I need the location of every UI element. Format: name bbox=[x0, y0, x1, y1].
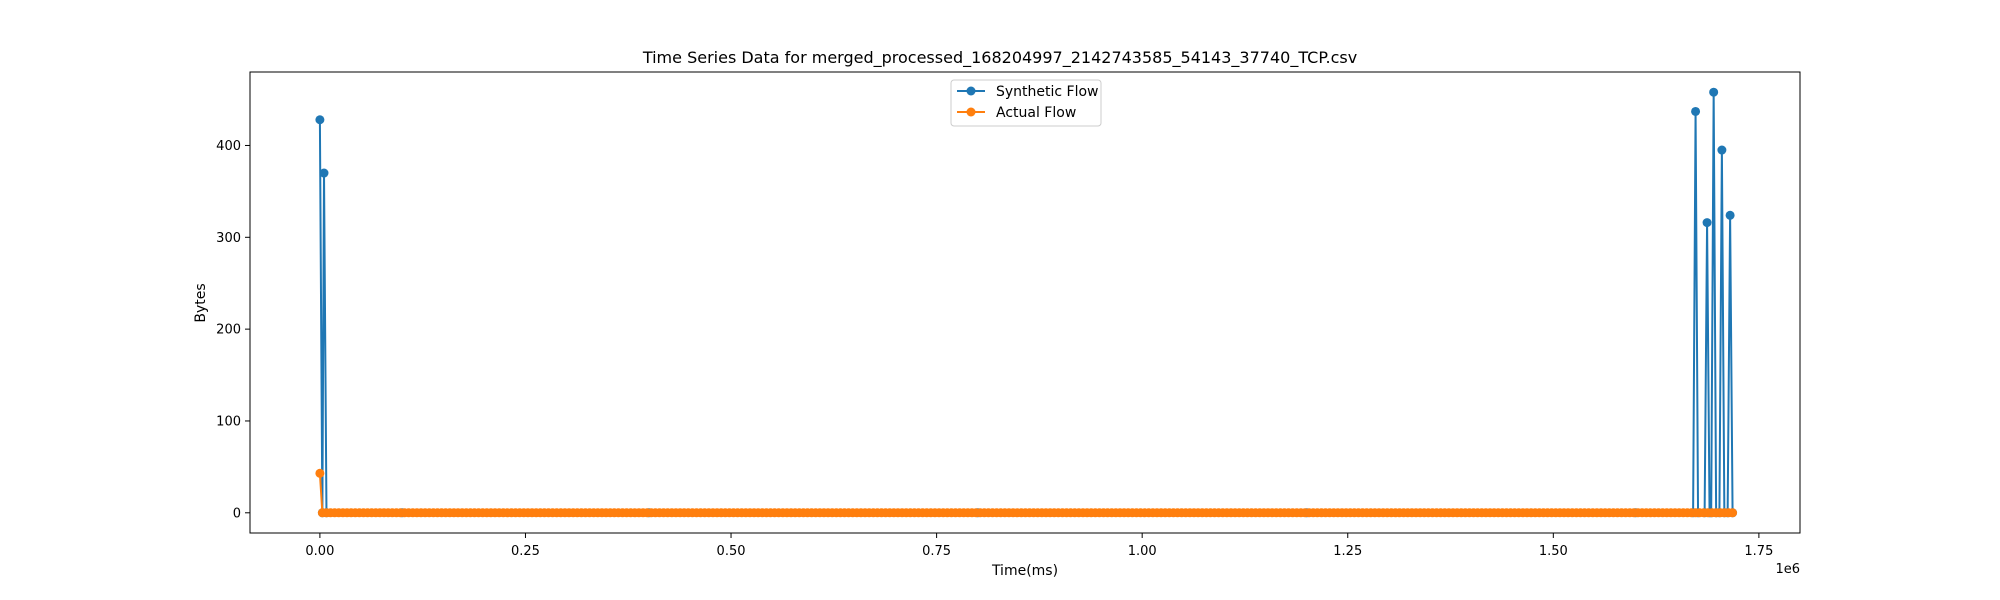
y-tick-label: 100 bbox=[216, 414, 241, 429]
legend-swatch-marker bbox=[966, 107, 976, 117]
data-point bbox=[1691, 106, 1701, 116]
data-point bbox=[1728, 508, 1738, 518]
legend-label: Actual Flow bbox=[996, 105, 1076, 121]
y-tick-label: 300 bbox=[216, 231, 241, 246]
y-tick-label: 400 bbox=[216, 139, 241, 154]
legend-box bbox=[950, 79, 1102, 127]
y-axis-label: Bytes bbox=[193, 283, 209, 322]
plot-area bbox=[249, 71, 1801, 534]
x-tick-label: 1.75 bbox=[1744, 544, 1773, 559]
series-actual-flow bbox=[315, 468, 1738, 518]
series-layer bbox=[315, 87, 1738, 518]
x-tick-label: 1.25 bbox=[1333, 544, 1362, 559]
legend-label: Synthetic Flow bbox=[996, 84, 1099, 100]
x-offset-label: 1e6 bbox=[1775, 562, 1800, 577]
y-tick-label: 0 bbox=[233, 506, 241, 521]
x-axis: 0.00 0.25 0.50 0.75 1.00 1.25 1.50 1.75 bbox=[305, 533, 1773, 559]
x-tick-label: 1.50 bbox=[1539, 544, 1568, 559]
data-point bbox=[319, 168, 329, 178]
data-point bbox=[1709, 87, 1719, 97]
legend: Synthetic Flow Actual Flow bbox=[950, 79, 1102, 127]
x-tick-label: 0.25 bbox=[511, 544, 540, 559]
axes-frame bbox=[249, 71, 1801, 534]
y-tick-label: 200 bbox=[216, 323, 241, 338]
y-axis: 0 100 200 300 400 bbox=[216, 139, 250, 521]
legend-swatch-marker bbox=[966, 86, 976, 96]
x-tick-label: 0.50 bbox=[717, 544, 746, 559]
x-axis-label: Time(ms) bbox=[991, 563, 1058, 579]
data-point bbox=[315, 468, 325, 478]
data-point bbox=[1725, 210, 1735, 220]
x-tick-label: 0.75 bbox=[922, 544, 951, 559]
data-point bbox=[1702, 218, 1712, 228]
x-tick-label: 0.00 bbox=[305, 544, 334, 559]
x-tick-label: 1.00 bbox=[1128, 544, 1157, 559]
data-point bbox=[315, 115, 325, 125]
data-point bbox=[1717, 145, 1727, 155]
chart-title: Time Series Data for merged_processed_16… bbox=[642, 48, 1357, 68]
